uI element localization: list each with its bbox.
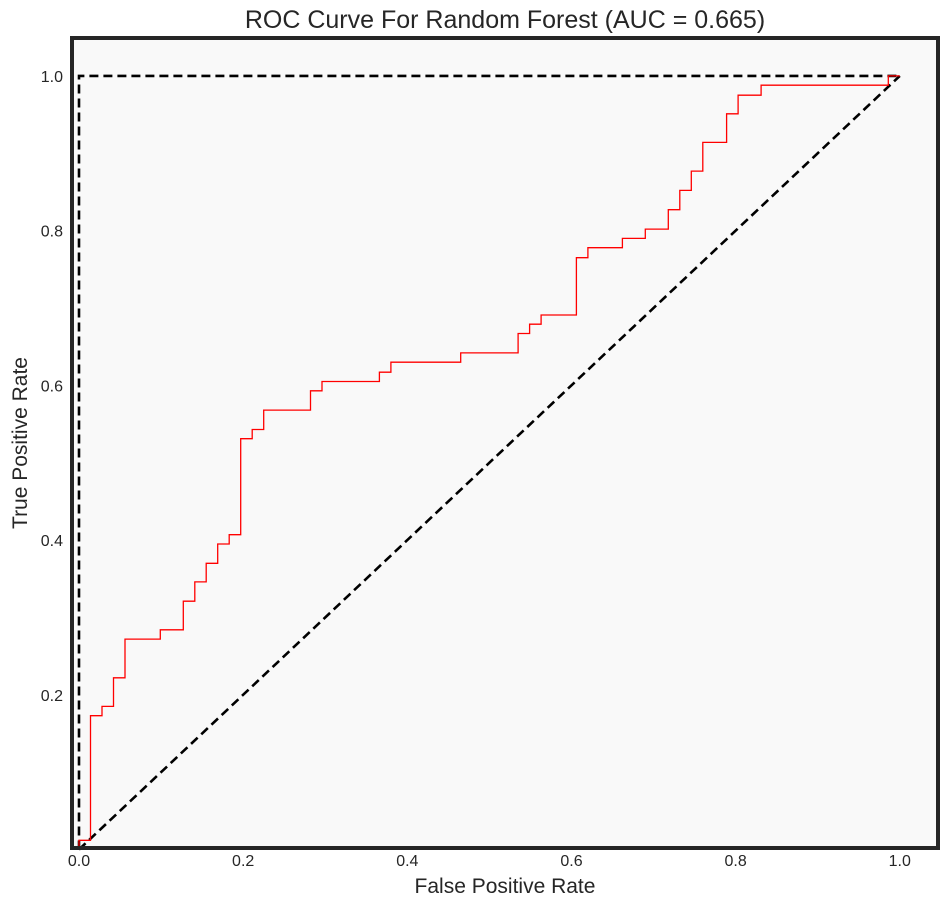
x-tick-label: 0.0 (68, 853, 90, 870)
y-ticks: 0.2 0.4 0.6 0.8 1.0 (41, 69, 63, 705)
chart-title: ROC Curve For Random Forest (AUC = 0.665… (245, 6, 765, 34)
roc-curve-line (78, 75, 900, 850)
plot-frame (70, 36, 940, 850)
x-tick-label: 0.6 (560, 853, 582, 870)
perfect-classifier-line (77, 74, 900, 850)
y-tick-label: 0.8 (41, 224, 63, 241)
y-tick-label: 0.6 (41, 378, 63, 395)
x-tick-label: 0.8 (725, 853, 747, 870)
y-tick-label: 0.4 (41, 533, 63, 550)
random-baseline-line (78, 74, 901, 851)
x-tick-label: 0.4 (396, 853, 418, 870)
y-tick-label: 0.2 (41, 688, 63, 705)
y-axis-label: True Positive Rate (9, 357, 32, 529)
x-tick-label: 1.0 (889, 853, 911, 870)
y-tick-label: 1.0 (41, 69, 63, 86)
x-axis-label: False Positive Rate (415, 875, 596, 898)
x-ticks: 0.0 0.2 0.4 0.6 0.8 1.0 (68, 853, 911, 870)
x-tick-label: 0.2 (232, 853, 254, 870)
series-layer (77, 74, 901, 851)
plot-background (72, 38, 938, 848)
